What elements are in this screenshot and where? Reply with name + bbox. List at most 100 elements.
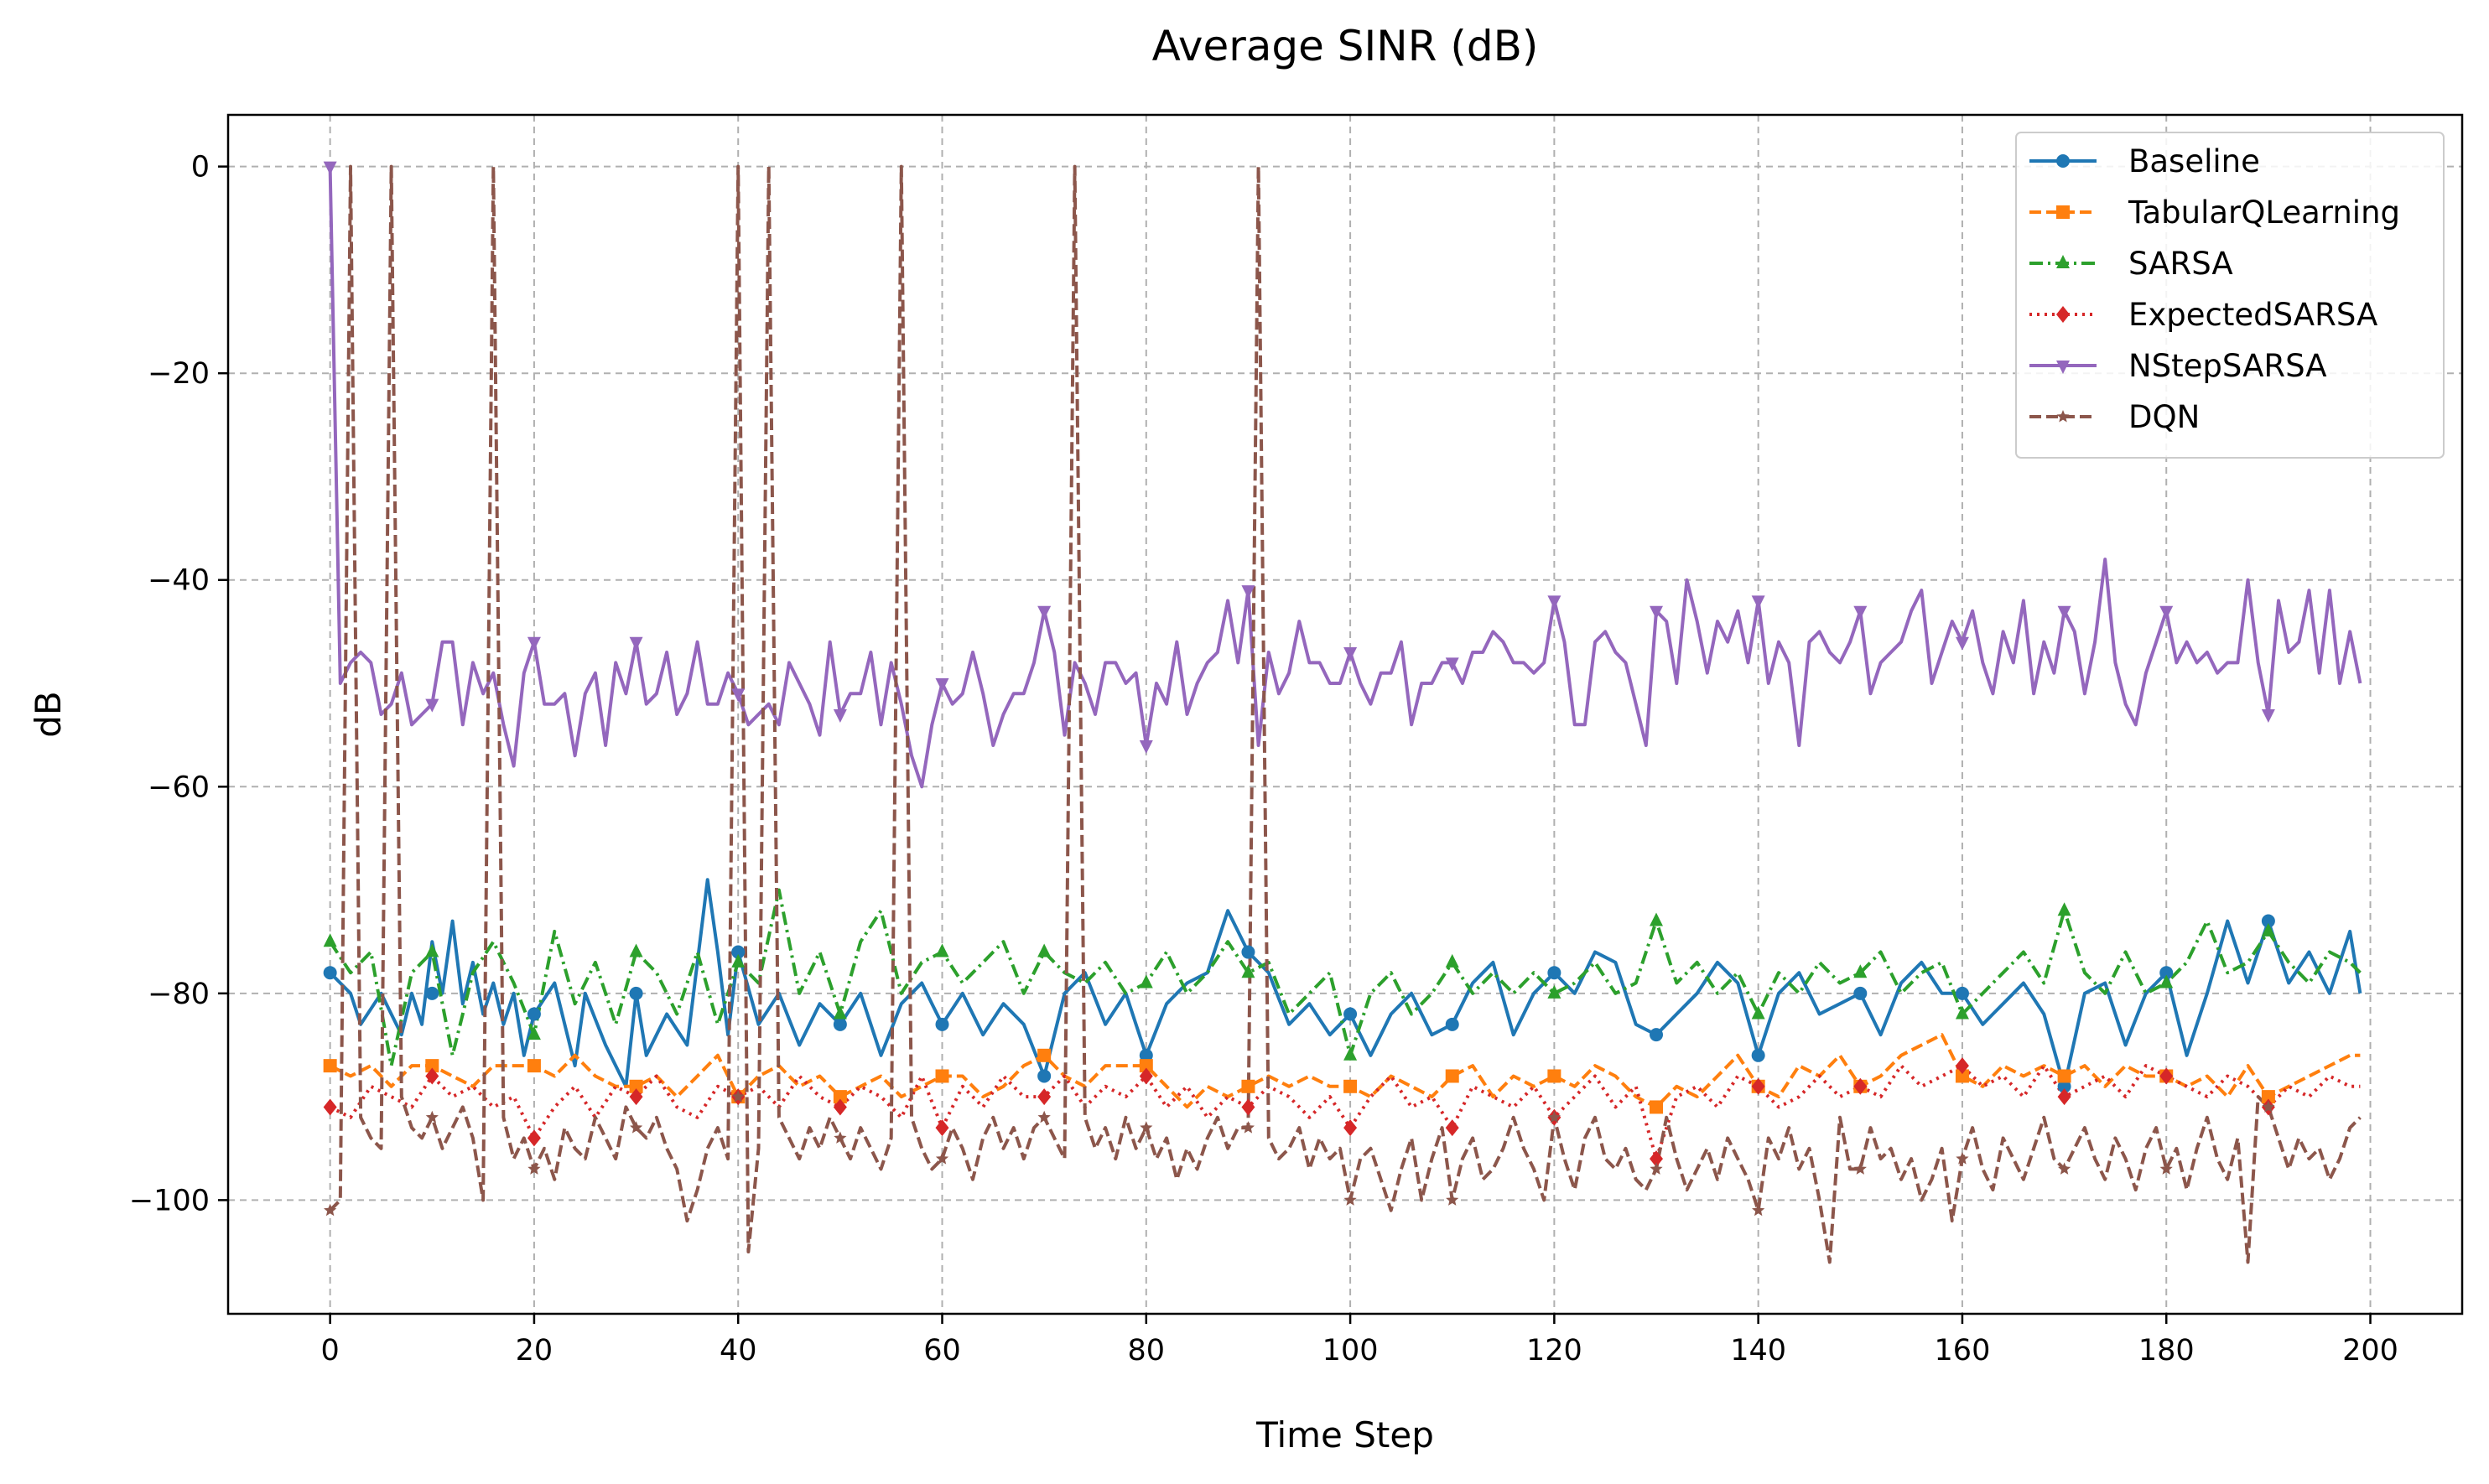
data-point-baseline (2261, 914, 2275, 928)
data-point-dqn (1140, 1121, 1153, 1134)
data-point-baseline (1751, 1048, 1765, 1062)
data-point-expectedsarsa (1445, 1119, 1459, 1137)
data-point-sarsa (1650, 912, 1664, 926)
x-tick-label: 0 (321, 1334, 340, 1367)
data-point-baseline (1650, 1028, 1664, 1042)
data-point-expectedsarsa (1343, 1119, 1358, 1137)
x-tick-label: 140 (1730, 1334, 1786, 1367)
data-point-dqn (1650, 1162, 1663, 1175)
data-point-baseline (1343, 1007, 1358, 1021)
data-point-nstepsarsa (1650, 605, 1664, 620)
data-point-tabularqlearning (1650, 1100, 1664, 1114)
data-point-tabularqlearning (323, 1059, 337, 1073)
data-point-sarsa (1955, 1005, 1969, 1020)
data-point-nstepsarsa (1547, 595, 1561, 610)
data-point-tabularqlearning (935, 1069, 949, 1083)
data-point-expectedsarsa (1241, 1098, 1255, 1116)
data-point-nstepsarsa (2159, 605, 2174, 620)
data-point-nstepsarsa (629, 636, 643, 651)
legend: Baseline TabularQLearning SARSA ExpectedSAR… (2015, 132, 2445, 459)
data-point-tabularqlearning (1343, 1079, 1358, 1093)
series-line-dqn (329, 164, 2362, 1264)
data-point-baseline (1955, 986, 1969, 1000)
data-point-dqn (1241, 1121, 1255, 1134)
data-point-sarsa (1037, 943, 1052, 957)
data-point-dqn (935, 1152, 949, 1165)
data-point-tabularqlearning (2261, 1090, 2275, 1104)
data-point-baseline (629, 986, 643, 1000)
legend-marker-sarsa (2056, 255, 2070, 268)
data-point-baseline (527, 1007, 541, 1021)
data-point-baseline (425, 986, 439, 1000)
y-tick-label: −20 (148, 357, 210, 391)
data-point-baseline (2057, 1079, 2071, 1093)
data-point-expectedsarsa (323, 1098, 337, 1116)
data-point-nstepsarsa (1139, 739, 1153, 754)
y-tick-label: −80 (148, 978, 210, 1011)
legend-label-expectedsarsa: ExpectedSARSA (2128, 297, 2377, 333)
data-point-sarsa (1547, 984, 1561, 999)
data-point-nstepsarsa (2057, 605, 2071, 620)
data-point-expectedsarsa (2159, 1067, 2174, 1085)
data-point-expectedsarsa (425, 1067, 439, 1085)
data-point-baseline (833, 1017, 847, 1031)
data-point-dqn (527, 1162, 541, 1175)
x-tick-label: 40 (720, 1334, 757, 1367)
data-point-baseline (935, 1017, 949, 1031)
data-point-nstepsarsa (731, 688, 746, 703)
y-tick-label: −100 (129, 1184, 210, 1217)
data-point-nstepsarsa (935, 678, 949, 693)
data-point-dqn (1343, 1193, 1357, 1206)
plot-frame (226, 113, 2464, 1315)
legend-label-tabularqlearning: TabularQLearning (2128, 195, 2400, 231)
data-point-sarsa (323, 933, 337, 947)
data-point-baseline (1445, 1017, 1459, 1031)
chart-title: Average SINR (dB) (1152, 22, 1539, 70)
data-point-tabularqlearning (1547, 1069, 1561, 1083)
data-point-nstepsarsa (1343, 647, 1358, 662)
legend-label-dqn: DQN (2128, 399, 2200, 435)
data-point-baseline (323, 966, 337, 980)
data-point-dqn (731, 1090, 745, 1103)
data-point-tabularqlearning (2057, 1069, 2071, 1083)
data-point-expectedsarsa (1650, 1150, 1664, 1168)
data-point-sarsa (1139, 974, 1153, 988)
legend-marker-tabularqlearning (2056, 205, 2070, 219)
data-point-expectedsarsa (1853, 1077, 1868, 1095)
data-point-sarsa (527, 1026, 541, 1040)
data-point-dqn (1752, 1203, 1765, 1217)
x-tick-label: 180 (2138, 1334, 2195, 1367)
data-point-baseline (1037, 1069, 1052, 1083)
data-point-baseline (1853, 986, 1868, 1000)
data-point-sarsa (935, 943, 949, 957)
data-point-expectedsarsa (1139, 1067, 1153, 1085)
data-point-expectedsarsa (2057, 1088, 2071, 1106)
data-point-nstepsarsa (1853, 605, 1868, 620)
data-point-expectedsarsa (629, 1088, 643, 1106)
y-tick-label: 0 (191, 151, 210, 184)
data-point-sarsa (425, 943, 439, 957)
data-point-dqn (2262, 1100, 2275, 1113)
data-point-expectedsarsa (1037, 1088, 1052, 1106)
x-axis: 0 20 40 60 80 100 120 140 160 180 200 (321, 1314, 2398, 1367)
data-point-dqn (1037, 1110, 1051, 1123)
data-point-expectedsarsa (1751, 1077, 1765, 1095)
x-tick-label: 100 (1322, 1334, 1379, 1367)
data-point-dqn (834, 1131, 847, 1144)
data-point-nstepsarsa (1955, 636, 1969, 651)
x-tick-label: 200 (2342, 1334, 2398, 1367)
data-point-baseline (731, 945, 746, 959)
data-point-sarsa (1445, 953, 1459, 968)
data-point-tabularqlearning (629, 1079, 643, 1093)
legend-marker-expectedsarsa (2056, 306, 2070, 323)
data-point-tabularqlearning (425, 1059, 439, 1073)
data-point-expectedsarsa (527, 1129, 541, 1147)
data-point-sarsa (833, 1005, 847, 1020)
legend-marker-dqn (2056, 410, 2070, 423)
data-point-tabularqlearning (1241, 1079, 1255, 1093)
data-point-sarsa (1853, 964, 1868, 978)
data-point-tabularqlearning (833, 1090, 847, 1104)
series-line-sarsa (328, 888, 2362, 1068)
